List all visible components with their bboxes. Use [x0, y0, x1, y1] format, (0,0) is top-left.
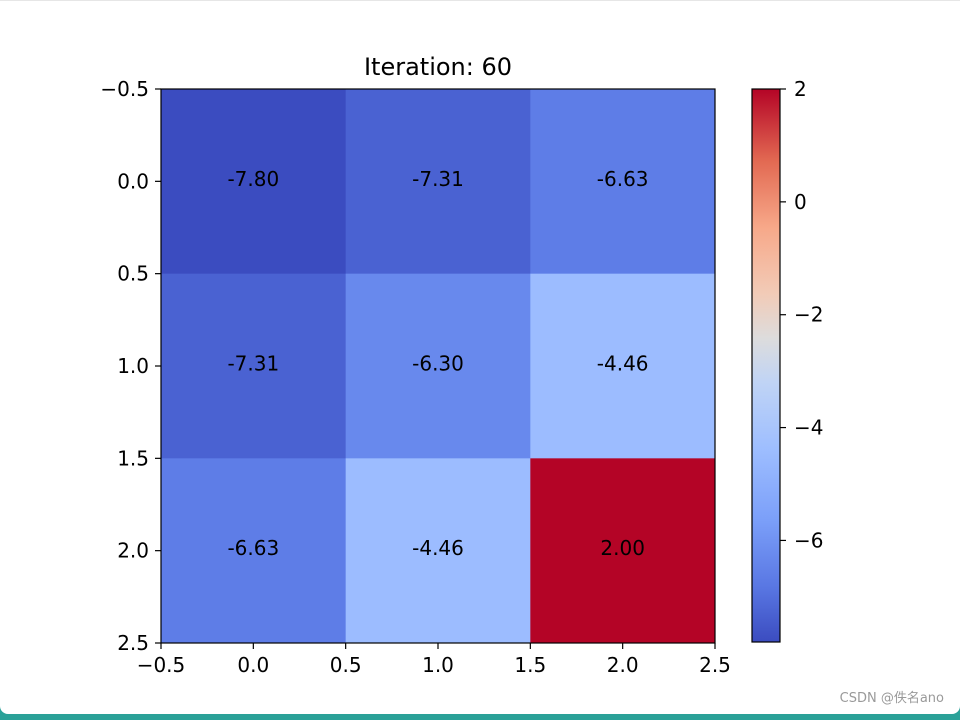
x-tick-label-4: 1.5 — [514, 653, 546, 677]
colorbar: 2 0 −2 −4 −6 — [751, 77, 823, 643]
cell-label-r0-c1: -7.31 — [412, 167, 464, 191]
cell-label-r0-c0: -7.80 — [227, 167, 279, 191]
colorbar-gradient — [751, 88, 781, 643]
y-tick-label-0: −0.5 — [100, 77, 149, 101]
watermark: CSDN @佚名ano — [839, 691, 944, 706]
colorbar-tick-label-3: −4 — [794, 416, 823, 440]
heatmap-cells — [160, 88, 716, 644]
y-tick-label-4: 1.5 — [117, 446, 149, 470]
cell-label-r2-c2: 2.00 — [600, 536, 645, 560]
heatmap-cell-r1-c0 — [161, 273, 347, 459]
colorbar-tick-label-0: 2 — [794, 77, 807, 101]
x-tick-label-0: −0.5 — [137, 653, 186, 677]
x-tick-label-3: 1.0 — [422, 653, 454, 677]
colorbar-tick-label-4: −6 — [794, 528, 823, 552]
x-tick-label-1: 0.0 — [237, 653, 269, 677]
x-tick-label-2: 0.5 — [330, 653, 362, 677]
cell-label-r1-c0: -7.31 — [227, 352, 279, 376]
heatmap-cell-r0-c2 — [530, 89, 716, 275]
chart-title: Iteration: 60 — [364, 53, 512, 81]
x-tick-label-5: 2.0 — [607, 653, 639, 677]
cell-label-r2-c1: -4.46 — [412, 536, 464, 560]
y-axis: −0.5 0.0 0.5 1.0 1.5 2.0 2.5 — [100, 77, 161, 655]
heatmap-cell-r2-c1 — [345, 458, 531, 644]
y-tick-label-2: 0.5 — [117, 262, 149, 286]
x-axis: −0.5 0.0 0.5 1.0 1.5 2.0 2.5 — [137, 643, 731, 677]
cell-labels: -7.80 -7.31 -6.63 -7.31 -6.30 -4.46 -6.63 -4.46… — [227, 167, 648, 560]
heatmap-cell-r1-c2 — [530, 273, 716, 459]
y-tick-label-5: 2.0 — [117, 539, 149, 563]
cell-label-r2-c0: -6.63 — [227, 536, 279, 560]
heatmap-cell-r2-c2 — [530, 458, 716, 644]
colorbar-tick-label-1: 0 — [794, 190, 807, 214]
x-tick-label-6: 2.5 — [699, 653, 731, 677]
y-tick-label-1: 0.0 — [117, 169, 149, 193]
cell-label-r1-c1: -6.30 — [412, 352, 464, 376]
colorbar-tick-label-2: −2 — [794, 303, 823, 327]
y-tick-label-3: 1.0 — [117, 354, 149, 378]
heatmap-cell-r1-c1 — [345, 273, 531, 459]
heatmap-cell-r0-c1 — [345, 89, 531, 275]
cell-label-r1-c2: -4.46 — [597, 352, 649, 376]
y-tick-label-6: 2.5 — [117, 631, 149, 655]
heatmap-cell-r0-c0 — [161, 89, 347, 275]
cell-label-r0-c2: -6.63 — [597, 167, 649, 191]
heatmap-cell-r2-c0 — [161, 458, 347, 644]
